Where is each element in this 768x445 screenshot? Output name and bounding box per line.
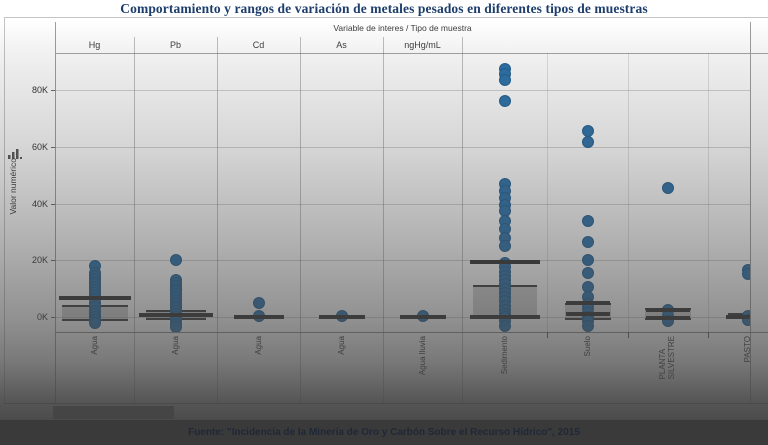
sample-label[interactable]: Agua — [89, 336, 99, 355]
plot-area — [55, 53, 750, 332]
data-point[interactable] — [169, 320, 182, 332]
data-point[interactable] — [88, 316, 101, 329]
variable-header[interactable]: ngHg/mL — [404, 40, 441, 50]
x-tick-mark — [628, 332, 629, 338]
sample-label[interactable]: PASTO — [743, 336, 752, 363]
sample-label[interactable]: Suelo — [582, 336, 592, 357]
x-tick-mark — [708, 332, 709, 338]
data-point[interactable] — [581, 136, 594, 149]
data-point[interactable] — [581, 254, 594, 267]
median-line[interactable] — [469, 315, 540, 319]
median-line[interactable] — [726, 315, 750, 319]
sort-icon[interactable] — [8, 146, 22, 159]
sample-label[interactable]: Agua — [253, 336, 263, 355]
gridline — [55, 90, 750, 91]
title-divider — [4, 17, 768, 18]
sample-label[interactable]: PLANTA SILVESTRE — [658, 336, 676, 380]
y-tick-label: 80K — [31, 85, 48, 95]
median-line[interactable] — [399, 314, 446, 319]
data-point[interactable] — [581, 267, 594, 280]
scrollbar-thumb[interactable] — [53, 406, 174, 419]
variable-header[interactable]: Hg — [88, 40, 101, 50]
data-point[interactable] — [498, 74, 511, 87]
left-frame-line — [4, 17, 5, 403]
median-line[interactable] — [318, 314, 365, 319]
chart-title: Comportamiento y rangos de variación de … — [120, 1, 648, 16]
data-point[interactable] — [252, 297, 265, 310]
x-tick-mark — [547, 332, 548, 338]
median-line[interactable] — [469, 260, 540, 265]
data-point[interactable] — [498, 240, 511, 253]
plot-bottom-line — [55, 332, 768, 333]
data-point[interactable] — [498, 319, 511, 332]
median-line[interactable] — [565, 311, 610, 316]
data-point[interactable] — [662, 181, 674, 194]
data-point[interactable] — [742, 267, 750, 280]
sample-label[interactable]: Sedimento — [499, 336, 509, 375]
chart-bottom-frame — [4, 403, 768, 404]
sample-label[interactable]: Agua lluvia — [417, 336, 427, 376]
gridline — [55, 146, 750, 148]
data-point[interactable] — [169, 253, 182, 266]
variable-header[interactable]: As — [336, 40, 347, 50]
variable-header[interactable]: Pb — [169, 40, 181, 50]
median-line[interactable] — [138, 313, 213, 318]
gridline — [55, 260, 750, 262]
median-line[interactable] — [565, 301, 610, 306]
footer-band: Fuente: "Incidencia de la Minería de Oro… — [0, 420, 768, 445]
median-line[interactable] — [646, 316, 690, 321]
y-axis-label: Valor numérico — [8, 158, 18, 215]
median-line[interactable] — [58, 295, 131, 300]
source-note: Fuente: "Incidencia de la Minería de Oro… — [188, 427, 580, 438]
median-line[interactable] — [646, 307, 690, 312]
y-tick-label: 60K — [31, 141, 48, 152]
data-point[interactable] — [498, 95, 511, 108]
y-tick-label: 0K — [36, 312, 48, 322]
sample-label[interactable]: Agua — [336, 336, 346, 355]
sample-label[interactable]: Agua — [170, 336, 180, 355]
data-point[interactable] — [581, 235, 594, 248]
gridline — [55, 203, 750, 205]
y-tick-label: 20K — [31, 255, 48, 266]
data-point[interactable] — [581, 319, 594, 332]
data-point[interactable] — [581, 125, 594, 138]
variable-header[interactable]: Cd — [252, 40, 265, 50]
column-group-label: Variable de interes / Tipo de muestra — [333, 23, 472, 33]
data-point[interactable] — [581, 214, 594, 227]
median-line[interactable] — [233, 314, 284, 319]
y-tick-label: 40K — [31, 198, 48, 209]
